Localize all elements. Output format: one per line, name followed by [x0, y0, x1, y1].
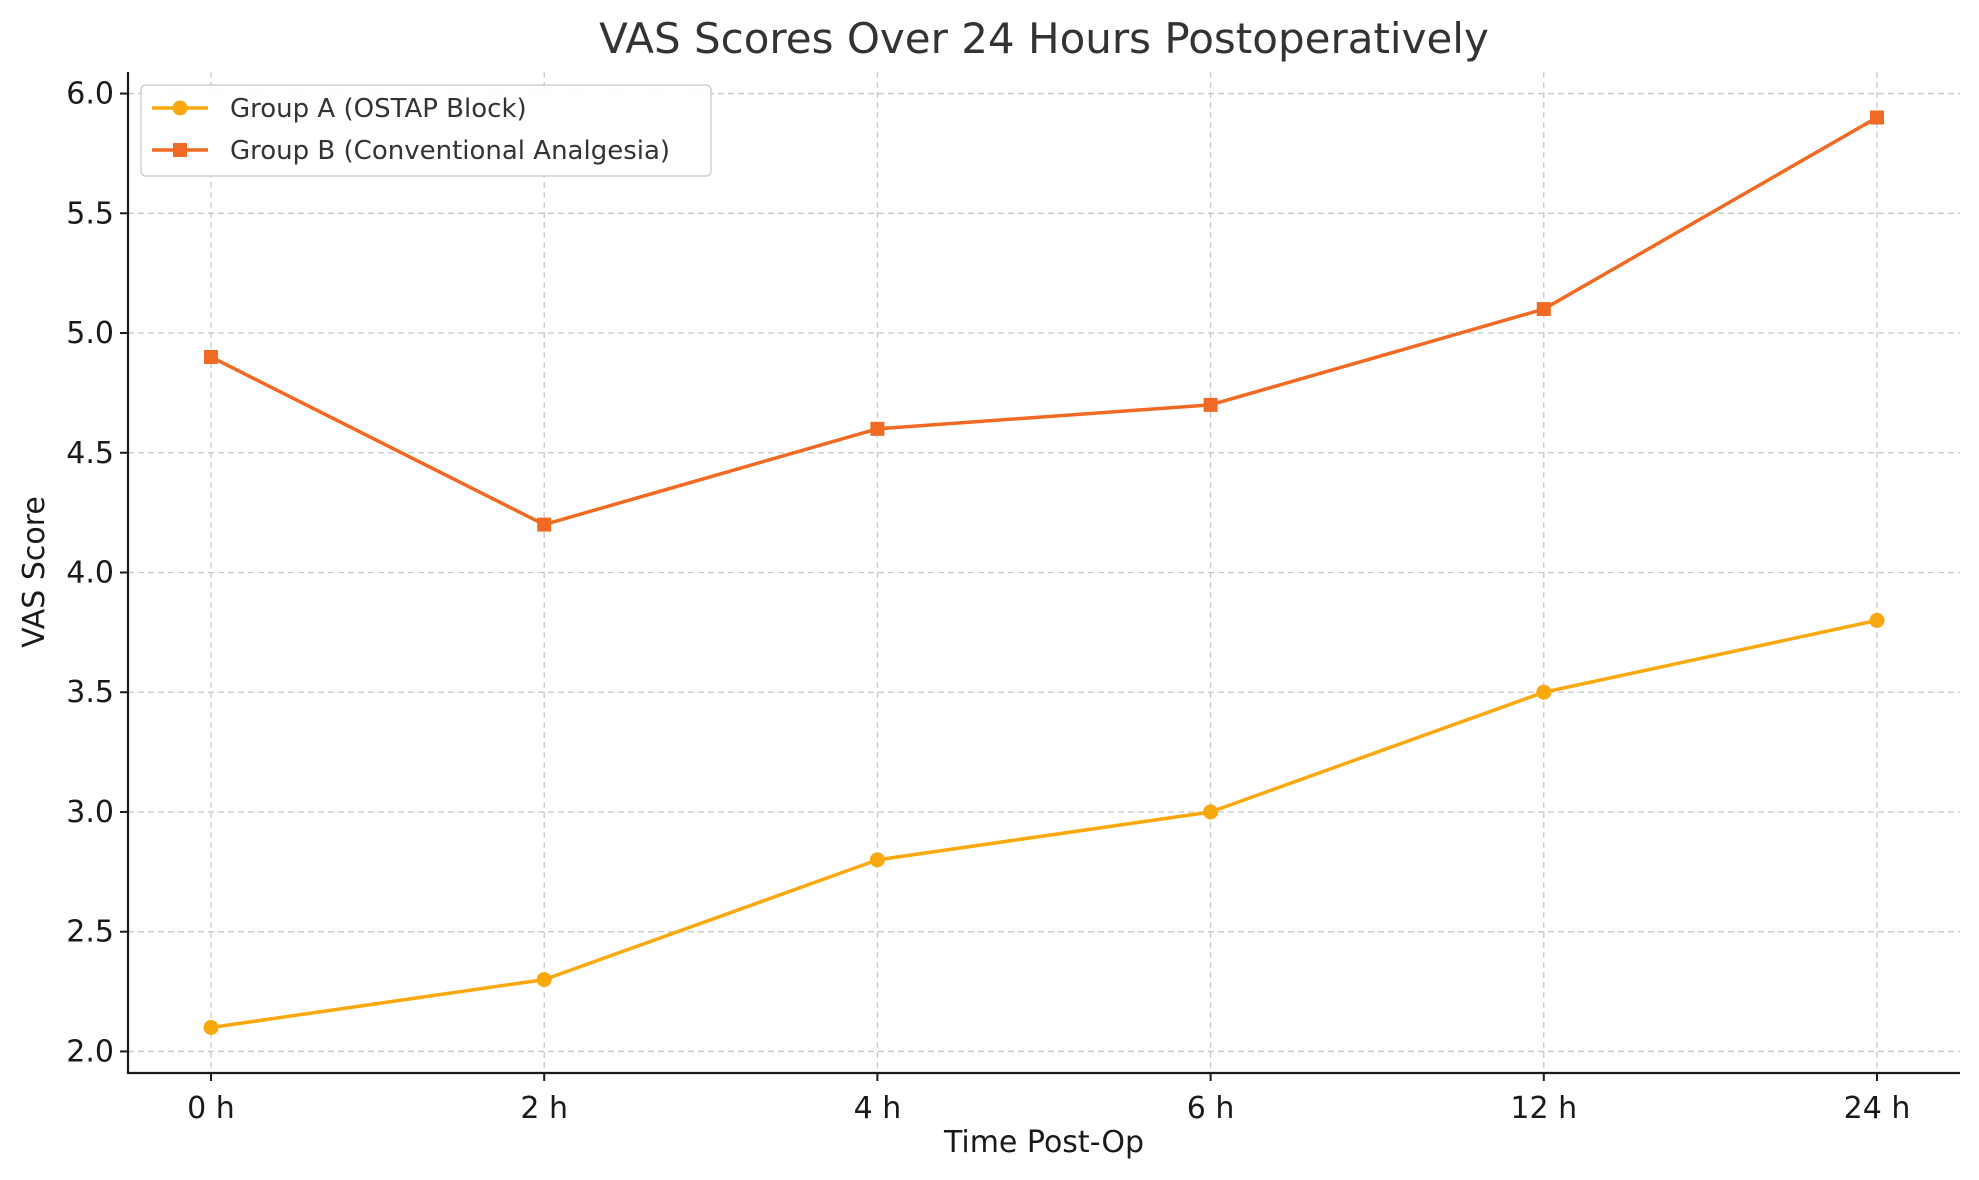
chart-title: VAS Scores Over 24 Hours Postoperatively: [599, 14, 1489, 63]
legend-label-group-a: Group A (OSTAP Block): [230, 94, 527, 124]
x-tick-label: 6 h: [1187, 1091, 1235, 1126]
series-line-group-a-ostap-block: [210, 618, 1878, 1030]
data-point-group-b-conventional-analgesia: [1870, 110, 1884, 125]
y-tick-label: 4.5: [66, 436, 114, 471]
grid-layer: [128, 72, 1960, 1073]
x-tick-label: 4 h: [854, 1091, 902, 1126]
y-tick-label: 5.5: [66, 196, 114, 231]
legend-marker-group-b: [173, 143, 187, 157]
legend-marker-group-a: [172, 100, 188, 116]
x-tick-label: 24 h: [1844, 1091, 1911, 1126]
series-layer: [203, 110, 1885, 1035]
data-point-group-b-conventional-analgesia: [537, 517, 552, 532]
data-point-group-a-ostap-block: [1203, 804, 1219, 820]
data-point-group-a-ostap-block: [536, 972, 552, 988]
axes-frame: [126, 72, 1960, 1075]
data-point-group-b-conventional-analgesia: [870, 421, 885, 436]
series-line-group-b-conventional-analgesia: [210, 115, 1878, 527]
data-point-group-b-conventional-analgesia: [1203, 397, 1218, 412]
data-point-group-a-ostap-block: [1869, 612, 1885, 628]
y-tick-label: 5.0: [66, 316, 114, 351]
x-tick-label: 2 h: [520, 1091, 568, 1126]
axes-layer: [126, 72, 1960, 1075]
data-point-group-b-conventional-analgesia: [204, 349, 218, 364]
data-point-group-a-ostap-block: [1536, 684, 1552, 700]
x-tick-label: 12 h: [1510, 1091, 1577, 1126]
legend-box: [140, 84, 712, 177]
ticks-layer: 0 h 2 h 4 h 6 h 12 h 24 h 2.0 2.5 3.0 3.5 4.0 4.5 5.…: [66, 77, 1910, 1126]
legend: Group A (OSTAP Block) Group B (Conventio…: [140, 84, 712, 177]
data-point-group-a-ostap-block: [203, 1020, 219, 1035]
x-tick-label: 0 h: [187, 1091, 235, 1126]
y-tick-label: 2.0: [66, 1034, 114, 1069]
y-tick-label: 6.0: [66, 77, 114, 112]
x-axis-label: Time Post-Op: [943, 1125, 1144, 1160]
y-tick-label: 2.5: [66, 915, 114, 950]
y-tick-label: 3.0: [66, 795, 114, 830]
legend-label-group-b: Group B (Conventional Analgesia): [230, 136, 670, 166]
y-tick-label: 4.0: [66, 556, 114, 591]
data-point-group-a-ostap-block: [869, 852, 885, 868]
y-tick-label: 3.5: [66, 675, 114, 710]
y-axis-label: VAS Score: [17, 496, 52, 648]
data-point-group-b-conventional-analgesia: [1536, 302, 1551, 317]
